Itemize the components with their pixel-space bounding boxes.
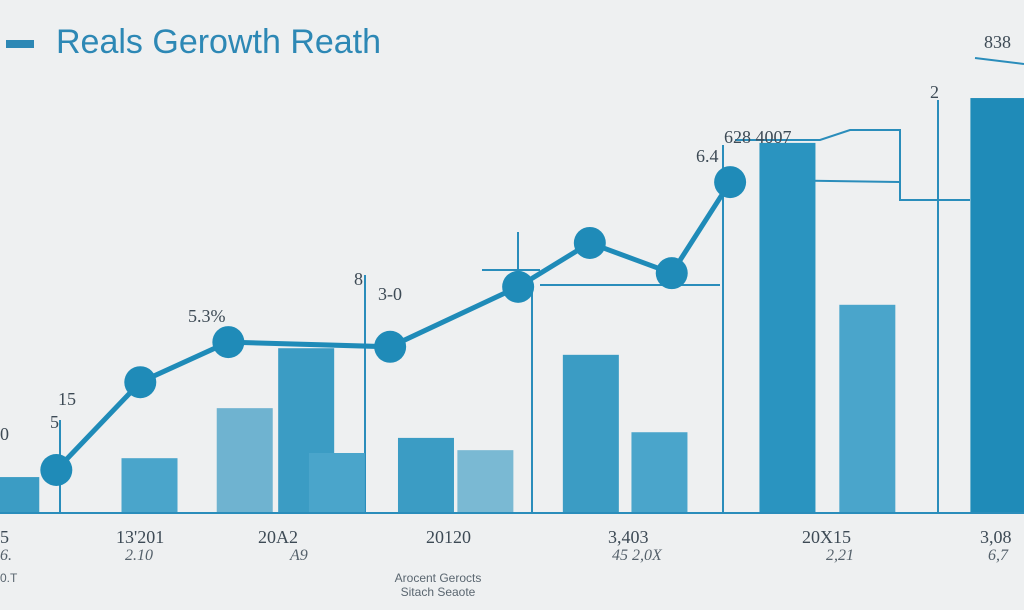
x-label: 20X15 <box>802 527 851 547</box>
line-point <box>124 366 157 399</box>
x-label: 45 2,0X <box>612 547 663 564</box>
x-label: 2.10 <box>125 547 153 564</box>
annotation: 15 <box>58 389 76 409</box>
line-point <box>374 330 407 363</box>
line-point <box>40 453 73 486</box>
annotation: 6.4 <box>696 146 719 166</box>
chart-title: Reals Gerowth Reath <box>56 23 381 61</box>
line-point <box>212 326 245 359</box>
x-label: 6. <box>0 547 12 564</box>
source: Arocent Gerocts <box>395 571 482 585</box>
bar <box>457 450 514 512</box>
annotations: 5.3% 3-0 8 5 15 0 628 4007 6.4 2 838 <box>0 32 1011 444</box>
source-sub: Sitach Seaote <box>401 585 476 599</box>
bar <box>0 477 40 512</box>
line-point <box>573 226 606 259</box>
bar <box>970 98 1024 512</box>
annotation: 628 4007 <box>724 127 792 147</box>
bar <box>216 408 273 512</box>
x-label: 2,21 <box>826 547 854 564</box>
x-label: 20120 <box>426 527 471 547</box>
x-label: 20A2 <box>258 527 298 547</box>
line-point <box>714 166 747 199</box>
line-point <box>655 257 688 290</box>
x-label: 13'201 <box>116 527 164 547</box>
annotation: 3-0 <box>378 284 402 304</box>
footnote: 0.T <box>0 571 18 585</box>
bar <box>562 354 619 512</box>
title-marker <box>6 40 34 48</box>
x-label: 3,403 <box>608 527 649 547</box>
bar <box>839 304 896 512</box>
x-label: A9 <box>289 547 308 564</box>
annotation: 5.3% <box>188 306 226 326</box>
x-label: 5 <box>0 527 9 547</box>
bar <box>759 142 816 512</box>
x-label: 3,08 <box>980 527 1012 547</box>
x-labels: 5 6. 13'201 2.10 20A2 A9 20120 3,403 45 … <box>0 527 1012 599</box>
x-label: 6,7 <box>988 547 1009 564</box>
bar <box>631 432 688 512</box>
annotation: 5 <box>50 412 59 432</box>
annotation: 2 <box>930 82 939 102</box>
annotation: 838 <box>984 32 1011 52</box>
annotation: 8 <box>354 269 363 289</box>
line-point <box>502 270 535 303</box>
bar <box>397 437 454 512</box>
bar <box>121 458 178 512</box>
annotation: 0 <box>0 424 9 444</box>
bar <box>308 453 365 512</box>
